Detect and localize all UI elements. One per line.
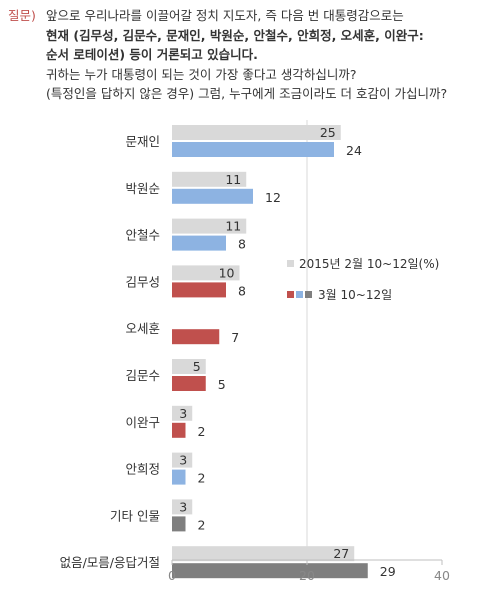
legend-swatch-previous (287, 260, 294, 267)
question-line-2: 현재 (김무성, 김문수, 문재인, 박원순, 안철수, 안희정, 오세훈, 이… (46, 27, 424, 43)
question-text: 질문) 앞으로 우리나라를 이끌어갈 정치 지도자, 즉 다음 번 대통령감으로… (8, 6, 488, 104)
legend-label-current: 3월 10~12일 (318, 288, 392, 302)
bar-current (172, 282, 226, 298)
bar-previous (172, 265, 240, 281)
bar-current (172, 142, 334, 157)
value-label-current: 7 (231, 330, 239, 345)
bar-previous (172, 499, 193, 515)
category-label: 김무성 (125, 274, 160, 289)
category-label: 오세훈 (125, 321, 160, 336)
value-label-previous: 27 (333, 546, 349, 561)
value-label-current: 24 (346, 143, 362, 158)
bar-previous (172, 405, 193, 421)
value-label-previous: 11 (225, 219, 241, 234)
x-tick-label: 40 (434, 568, 450, 583)
bar-previous (172, 546, 355, 562)
value-label-current: 29 (380, 564, 396, 579)
value-label-current: 5 (218, 377, 226, 392)
bar-current (172, 235, 226, 251)
category-label: 이완구 (125, 415, 160, 430)
bar-current (172, 422, 186, 438)
value-label-current: 8 (238, 283, 246, 298)
bar-previous (172, 125, 341, 140)
category-label: 없음/모름/응답거절 (60, 555, 160, 570)
question-line-5: (특정인을 답하지 않은 경우) 그럼, 누구에게 조금이라도 더 호감이 가십… (46, 86, 448, 101)
x-tick-label: 0 (168, 568, 176, 583)
category-label: 기타 인물 (110, 508, 160, 523)
value-label-previous: 5 (193, 359, 201, 374)
value-label-current: 2 (198, 471, 206, 486)
value-label-previous: 3 (179, 453, 187, 468)
question-line-3: 순서 로테이션) 등이 거론되고 있습니다. (46, 47, 258, 62)
value-label-previous: 3 (179, 499, 187, 514)
value-label-current: 8 (238, 237, 246, 252)
value-label-previous: 11 (225, 172, 241, 187)
question-line-1: 앞으로 우리나라를 이끌어갈 정치 지도자, 즉 다음 번 대통령감으로는 (46, 8, 404, 23)
legend-swatch-blue (296, 291, 303, 298)
bar-previous (172, 218, 247, 234)
bar-current (172, 516, 186, 532)
value-label-previous: 25 (320, 125, 336, 140)
category-label: 문재인 (125, 134, 160, 149)
value-label-previous: 10 (219, 265, 235, 280)
value-label-current: 12 (265, 190, 281, 205)
question-label: 질문) (8, 8, 36, 23)
value-label-previous: 3 (179, 406, 187, 421)
x-tick-label: 20 (299, 568, 315, 583)
category-label: 박원순 (125, 181, 160, 196)
bar-current (172, 188, 253, 204)
value-label-current: 2 (198, 517, 206, 532)
bar-current (172, 329, 220, 345)
question-line-4: 귀하는 누가 대통령이 되는 것이 가장 좋다고 생각하십니까? (46, 66, 357, 82)
category-label: 김문수 (125, 368, 160, 383)
bar-current (172, 563, 368, 579)
bar-previous (172, 452, 193, 468)
bar-previous (172, 171, 247, 187)
legend-swatch-gray (305, 291, 312, 298)
legend-label-previous: 2015년 2월 10~12일(%) (299, 257, 439, 271)
category-label: 안철수 (125, 228, 160, 243)
bar-current (172, 469, 186, 485)
bar-current (172, 376, 206, 391)
legend-swatch-red (287, 291, 294, 298)
bar-previous (172, 359, 206, 374)
value-label-current: 2 (198, 424, 206, 439)
category-label: 안희정 (125, 462, 160, 477)
